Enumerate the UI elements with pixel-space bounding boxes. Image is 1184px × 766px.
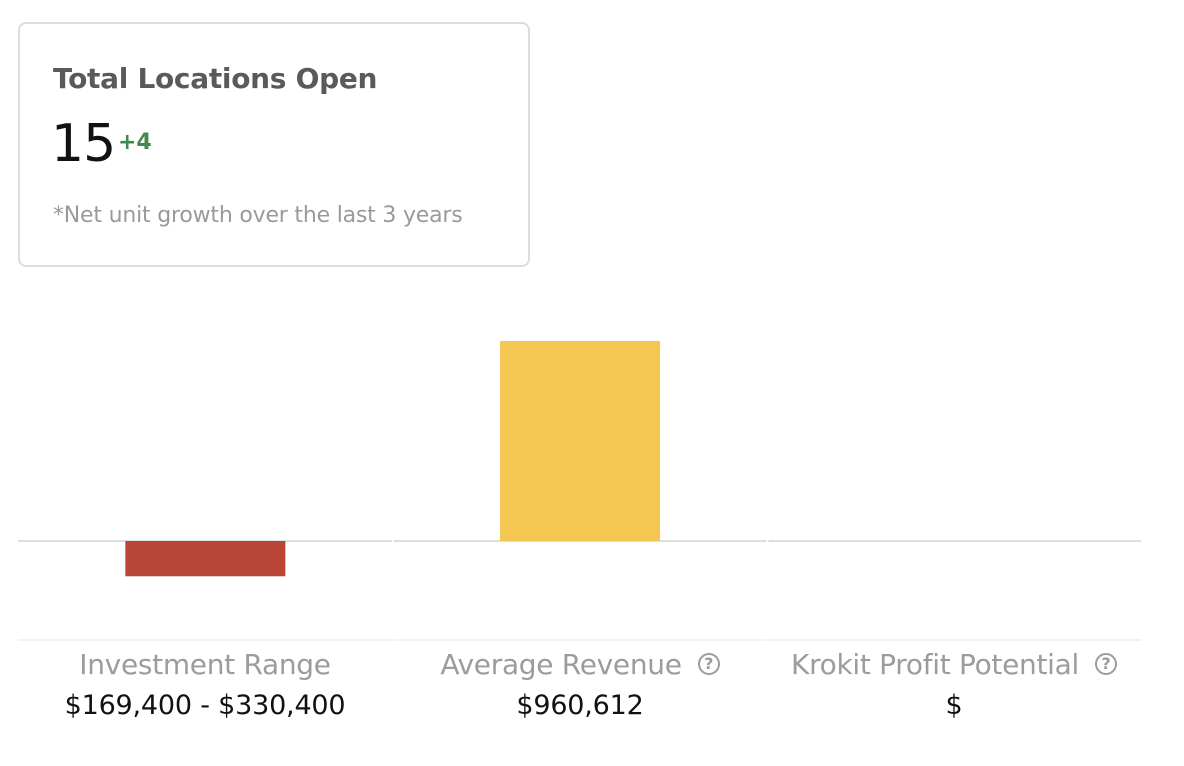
card-footnote: *Net unit growth over the last 3 years xyxy=(53,203,463,228)
card-title: Total Locations Open xyxy=(53,62,378,95)
metric-investment-range: Investment Range $169,400 - $330,400 xyxy=(18,644,392,722)
metric-value: $169,400 - $330,400 xyxy=(64,690,346,721)
bar-investment-range xyxy=(125,541,286,577)
metric-label: Krokit Profit Potential xyxy=(791,647,1079,681)
metric-label: Investment Range xyxy=(79,647,331,681)
total-locations-card: Total Locations Open 15 +4 *Net unit gro… xyxy=(18,22,530,267)
metric-average-revenue: Average Revenue ? $960,612 xyxy=(393,644,767,721)
question-circle-icon[interactable]: ? xyxy=(697,653,720,675)
bar-average-revenue xyxy=(500,341,661,541)
locations-count: 15 xyxy=(51,114,116,174)
metric-label: Average Revenue xyxy=(440,647,682,681)
locations-delta: +4 xyxy=(118,130,152,155)
metric-profit-potential: Krokit Profit Potential ? $ xyxy=(767,644,1141,721)
question-circle-icon[interactable]: ? xyxy=(1094,653,1117,675)
metric-value: $ xyxy=(945,690,963,721)
metric-value: $960,612 xyxy=(516,690,644,721)
